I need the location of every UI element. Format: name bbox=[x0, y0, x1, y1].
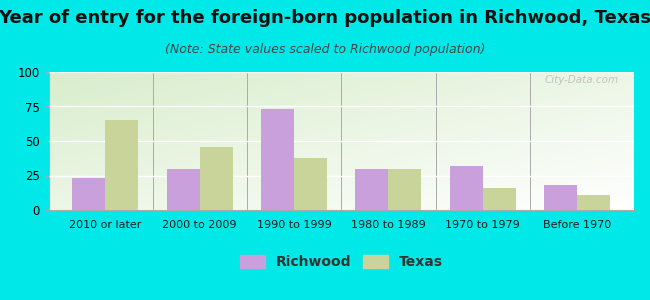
Bar bbox=[544, 185, 577, 210]
Text: City-Data.com: City-Data.com bbox=[545, 76, 619, 85]
Bar bbox=[356, 169, 389, 210]
Bar bbox=[105, 120, 138, 210]
Bar bbox=[294, 158, 327, 210]
Text: Year of entry for the foreign-born population in Richwood, Texas: Year of entry for the foreign-born popul… bbox=[0, 9, 650, 27]
Bar bbox=[389, 169, 421, 210]
Bar bbox=[483, 188, 516, 210]
Bar bbox=[577, 195, 610, 210]
Legend: Richwood, Texas: Richwood, Texas bbox=[234, 249, 448, 275]
Bar bbox=[450, 166, 483, 210]
Bar bbox=[72, 178, 105, 210]
Bar bbox=[261, 109, 294, 210]
Text: (Note: State values scaled to Richwood population): (Note: State values scaled to Richwood p… bbox=[165, 44, 485, 56]
Bar bbox=[166, 169, 200, 210]
Bar bbox=[200, 146, 233, 210]
